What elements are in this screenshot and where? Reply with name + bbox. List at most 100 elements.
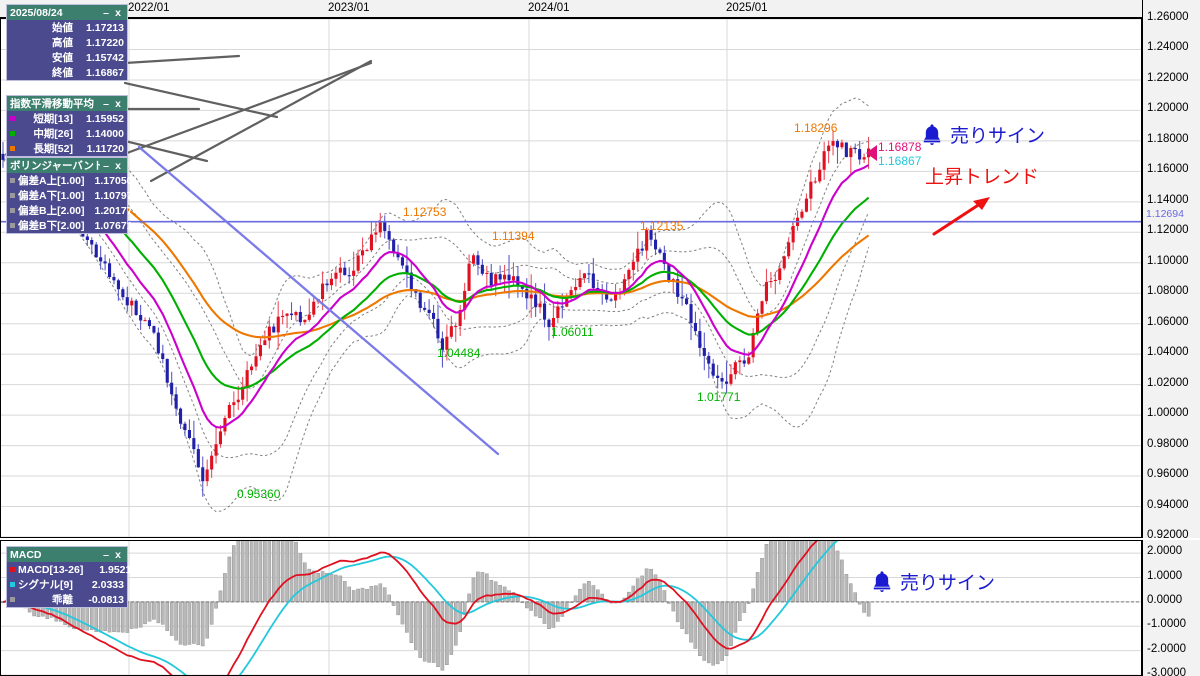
sell-signal-label-macd: 売りサイン [900, 573, 996, 594]
ema-label: 長期[52] [33, 143, 73, 155]
ohlc-row: 始値 1.17213 [7, 20, 127, 35]
ohlc-panel-title: 2025/08/24 [10, 6, 63, 19]
ema-rows: 短期[13] 1.15952 中期[26] 1.14000 長期[52] 1.11720 [7, 111, 127, 156]
ema-minimize-button[interactable]: – [103, 97, 109, 110]
ema-color-swatch [10, 131, 15, 136]
ema-value: 1.15952 [86, 112, 124, 125]
price-tick-label: 1.10000 [1147, 254, 1189, 267]
price-extreme-label: 1.11394 [492, 229, 535, 243]
ema-value: 1.14000 [86, 127, 124, 140]
bollinger-color-swatch [10, 178, 15, 183]
bollinger-row: 偏差A上[1.00] 1.17050 [7, 173, 133, 188]
bollinger-row: 偏差B上[2.00] 1.20177 [7, 203, 133, 218]
ohlc-value: 1.16867 [86, 66, 124, 79]
ohlc-panel-header: 2025/08/24 – x [7, 5, 127, 20]
macd-tick-label: 1.0000 [1147, 569, 1183, 582]
bollinger-label: 偏差B下[2.00] [18, 220, 85, 232]
bollinger-row: 偏差B下[2.00] 1.07671 [7, 218, 133, 233]
ohlc-row: 高値 1.17220 [7, 35, 127, 50]
bollinger-close-button[interactable]: x [115, 159, 121, 172]
bollinger-panel-title: ボリンジャーバンド [10, 160, 100, 172]
macd-value: 1.9521 [99, 563, 132, 576]
bollinger-color-swatch [10, 193, 15, 198]
price-tick-label: 0.98000 [1147, 437, 1189, 450]
ohlc-row: 終値 1.16867 [7, 65, 127, 80]
ema-color-swatch [10, 116, 15, 121]
ema-panel-title: 指数平滑移動平均 [10, 98, 94, 110]
ohlc-label: 始値 [52, 22, 73, 34]
ohlc-value: 1.15742 [86, 51, 124, 64]
bollinger-panel-header: ボリンジャーバンド – x [7, 158, 127, 173]
macd-axis-labels: 2.0000 1.0000 0.0000 -1.0000 -2.0000 -3.0000 [1142, 540, 1200, 676]
macd-chart-panel[interactable] [0, 540, 1142, 676]
bollinger-minimize-button[interactable]: – [103, 159, 109, 172]
sell-signal-bell-icon-macd [869, 569, 895, 600]
macd-label: MACD[13-26] [18, 563, 84, 576]
price-axis-labels: 1.26000 1.24000 1.22000 1.20000 1.18000 1.160… [1142, 0, 1200, 541]
ohlc-rows: 始値 1.17213 高値 1.17220 安値 1.15742 終値 1.16867 [7, 20, 127, 80]
date-tick-label: 2022/01 [128, 2, 170, 14]
ema-value: 1.11720 [86, 142, 124, 155]
macd-row: MACD[13-26] 1.9521 [7, 562, 131, 577]
ema-close-button[interactable]: x [115, 97, 121, 110]
ema-row: 長期[52] 1.11720 [7, 141, 127, 156]
ohlc-close-button[interactable]: x [115, 6, 121, 19]
sell-signal-label-price: 売りサイン [950, 126, 1046, 147]
ohlc-row: 安値 1.15742 [7, 50, 127, 65]
date-tick-label: 2023/01 [328, 2, 370, 14]
ohlc-info-panel[interactable]: 2025/08/24 – x 始値 1.17213 高値 1.17220 安値 1.157… [6, 4, 128, 81]
price-tick-label: 0.92000 [1147, 529, 1189, 541]
price-tick-label: 1.12000 [1147, 224, 1189, 237]
macd-value: -0.0813 [88, 593, 124, 606]
macd-row: シグナル[9] 2.0333 [7, 577, 127, 592]
price-tick-label: 0.94000 [1147, 498, 1189, 511]
price-extreme-label: 1.04484 [437, 346, 481, 360]
macd-chart-canvas[interactable] [1, 541, 1141, 675]
price-chart-panel[interactable] [0, 18, 1142, 538]
macd-minimize-button[interactable]: – [103, 548, 109, 561]
ohlc-minimize-button[interactable]: – [103, 6, 109, 19]
price-tick-label: 1.22000 [1147, 71, 1189, 84]
ema-label: 中期[26] [33, 128, 73, 140]
macd-row: 乖離 -0.0813 [7, 592, 127, 607]
price-tick-label: 1.20000 [1147, 102, 1189, 115]
price-chart-canvas[interactable] [1, 19, 1141, 537]
horizontal-line-price-label: 1.12694 [1146, 208, 1184, 220]
macd-info-panel[interactable]: MACD – x MACD[13-26] 1.9521 シグナル[9] 2.0333 乖… [6, 546, 131, 608]
ema-row: 短期[13] 1.15952 [7, 111, 127, 126]
ohlc-label: 安値 [52, 52, 73, 64]
macd-tick-label: 0.0000 [1147, 593, 1183, 606]
sell-signal-bell-icon-price [919, 122, 945, 153]
macd-close-button[interactable]: x [115, 548, 121, 561]
macd-value: 2.0333 [91, 578, 124, 591]
bollinger-value: 1.07671 [94, 219, 133, 232]
macd-label: 乖離 [52, 594, 73, 606]
ema-label: 短期[13] [33, 113, 73, 125]
date-tick-label: 2024/01 [528, 2, 570, 14]
price-extreme-label: 1.12135 [640, 219, 684, 233]
price-tick-label: 1.18000 [1147, 132, 1189, 145]
uptrend-label: 上昇トレンド [925, 167, 1040, 188]
bollinger-info-panel[interactable]: ボリンジャーバンド – x 偏差A上[1.00] 1.17050 偏差A下[1.00… [6, 157, 133, 234]
price-extreme-label: 1.18296 [794, 121, 838, 135]
macd-label: シグナル[9] [18, 579, 73, 591]
bollinger-color-swatch [10, 223, 15, 228]
price-extreme-label: 0.95360 [237, 487, 281, 501]
macd-tick-label: 2.0000 [1147, 545, 1183, 558]
ask-price-label: 1.16867 [878, 153, 922, 168]
current-price-tag: 1.16878 1.16867 [866, 140, 922, 169]
ohlc-label: 終値 [52, 67, 73, 79]
ema-color-swatch [10, 146, 15, 151]
price-tick-label: 1.02000 [1147, 376, 1189, 389]
ema-panel-header: 指数平滑移動平均 – x [7, 96, 127, 111]
price-tick-label: 0.96000 [1147, 468, 1189, 481]
price-extreme-label: 1.01771 [697, 390, 741, 404]
bollinger-value: 1.20177 [94, 204, 133, 217]
ohlc-label: 高値 [52, 37, 73, 49]
macd-color-swatch [10, 582, 15, 587]
ema-info-panel[interactable]: 指数平滑移動平均 – x 短期[13] 1.15952 中期[26] 1.14000 長… [6, 95, 128, 157]
bollinger-color-swatch [10, 208, 15, 213]
macd-rows: MACD[13-26] 1.9521 シグナル[9] 2.0333 乖離 -0.0813 [7, 562, 131, 607]
bollinger-rows: 偏差A上[1.00] 1.17050 偏差A下[1.00] 1.10797 偏差B上[2… [7, 173, 133, 233]
